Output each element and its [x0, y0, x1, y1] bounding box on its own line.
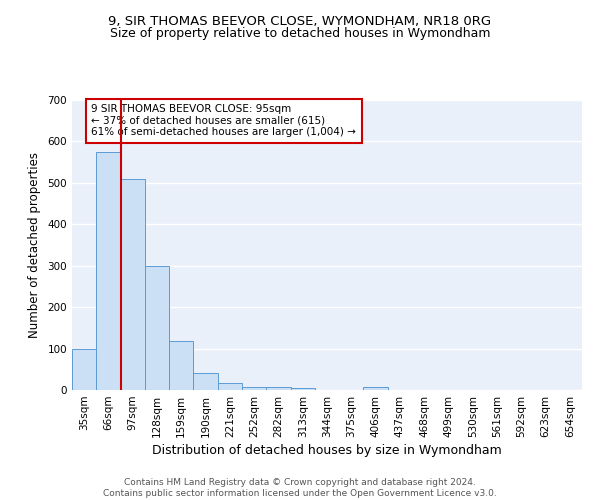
Bar	[290, 388, 315, 390]
Bar	[364, 386, 388, 390]
Y-axis label: Number of detached properties: Number of detached properties	[28, 152, 41, 338]
Bar	[121, 178, 145, 390]
Bar	[242, 386, 266, 390]
Bar	[266, 387, 290, 390]
Text: 9 SIR THOMAS BEEVOR CLOSE: 95sqm
← 37% of detached houses are smaller (615)
61% : 9 SIR THOMAS BEEVOR CLOSE: 95sqm ← 37% o…	[91, 104, 356, 138]
Bar	[96, 152, 121, 390]
Bar	[193, 374, 218, 390]
Bar	[145, 266, 169, 390]
X-axis label: Distribution of detached houses by size in Wymondham: Distribution of detached houses by size …	[152, 444, 502, 457]
Bar	[169, 341, 193, 390]
Bar	[72, 348, 96, 390]
Bar	[218, 383, 242, 390]
Text: Contains HM Land Registry data © Crown copyright and database right 2024.
Contai: Contains HM Land Registry data © Crown c…	[103, 478, 497, 498]
Text: 9, SIR THOMAS BEEVOR CLOSE, WYMONDHAM, NR18 0RG: 9, SIR THOMAS BEEVOR CLOSE, WYMONDHAM, N…	[109, 15, 491, 28]
Text: Size of property relative to detached houses in Wymondham: Size of property relative to detached ho…	[110, 28, 490, 40]
